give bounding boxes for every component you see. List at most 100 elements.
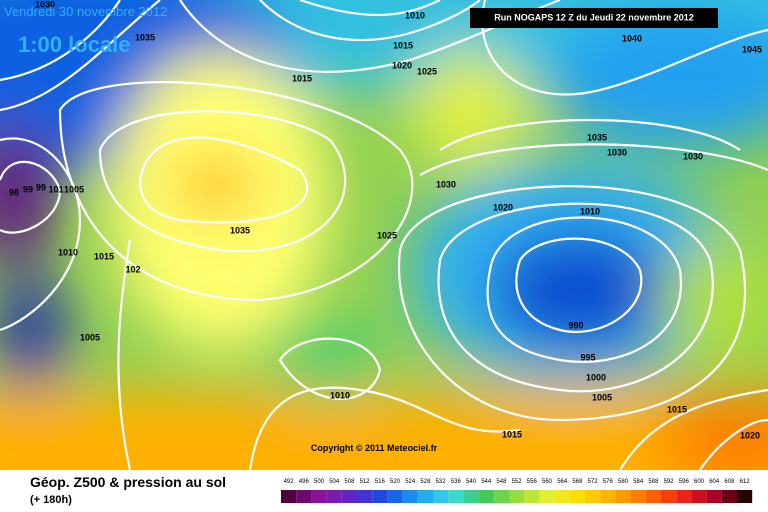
scale-label: 588: [648, 479, 659, 485]
scale-label: 560: [542, 479, 553, 485]
scale-label: 564: [557, 479, 568, 485]
isobar-label: 98: [9, 187, 19, 197]
scale-swatch: [478, 490, 494, 503]
scale-label: 608: [724, 479, 735, 485]
scale-label: 612: [740, 479, 751, 485]
scale-swatch: [417, 490, 433, 503]
isobar-label: 1015: [667, 404, 687, 414]
isobar-label: 1040: [622, 33, 642, 43]
isobar-label: 1030: [35, 0, 55, 9]
scale-swatch: [691, 490, 707, 503]
scale-label: 496: [299, 479, 310, 485]
scale-swatch: [661, 490, 677, 503]
scale-label: 540: [466, 479, 477, 485]
scale-swatch: [676, 490, 692, 503]
scale-label: 580: [618, 479, 629, 485]
scale-swatch: [585, 490, 601, 503]
scale-label: 600: [694, 479, 705, 485]
isobar-label: 1035: [135, 32, 155, 42]
run-label: Run NOGAPS 12 Z du Jeudi 22 novembre 201…: [494, 12, 694, 22]
isobar-label: 1005: [80, 332, 100, 342]
date-label: Vendredi 30 novembre 2012: [4, 4, 167, 19]
scale-swatch: [600, 490, 616, 503]
scale-label: 508: [344, 479, 355, 485]
scale-swatch: [311, 490, 327, 503]
scale-label: 524: [405, 479, 416, 485]
scale-swatch: [372, 490, 388, 503]
isobar-label: 1010: [580, 206, 600, 216]
isobar-label: 1020: [493, 202, 513, 212]
scale-swatch: [433, 490, 449, 503]
scale-swatch: [524, 490, 540, 503]
isobar-label: 102: [125, 264, 140, 274]
scale-label: 604: [709, 479, 720, 485]
isobar-label: 1020: [392, 60, 412, 70]
isobar-label: 1030: [683, 151, 703, 161]
legend-title: Géop. Z500 & pression au sol: [30, 474, 226, 490]
isobar-label: 1015: [393, 40, 413, 50]
isobar-label: 995: [580, 352, 595, 362]
copyright: Copyright © 2011 Meteociel.fr: [311, 443, 438, 453]
isobar-label: 1005: [64, 184, 84, 194]
scale-swatch: [326, 490, 342, 503]
scale-swatch: [493, 490, 509, 503]
scale-label: 556: [527, 479, 538, 485]
scale-label: 536: [451, 479, 462, 485]
isobar-label: 99: [23, 184, 33, 194]
scale-label: 504: [329, 479, 340, 485]
scale-label: 568: [572, 479, 583, 485]
scale-label: 512: [360, 479, 371, 485]
isobar-label: 1045: [742, 44, 762, 54]
isobar-label: 1010: [330, 390, 350, 400]
scale-label: 492: [284, 479, 295, 485]
scale-swatch: [539, 490, 555, 503]
scale-label: 572: [588, 479, 599, 485]
scale-label: 592: [664, 479, 675, 485]
scale-label: 548: [496, 479, 507, 485]
scale-label: 552: [512, 479, 523, 485]
isobar-label: 1015: [292, 73, 312, 83]
scale-label: 520: [390, 479, 401, 485]
scale-swatch: [706, 490, 722, 503]
scale-swatch: [554, 490, 570, 503]
scale-label: 596: [679, 479, 690, 485]
isobar-label: 1035: [587, 132, 607, 142]
scale-label: 544: [481, 479, 492, 485]
scale-swatch: [463, 490, 479, 503]
isobar-label: 1030: [607, 147, 627, 157]
isobar-label: 1025: [417, 66, 437, 76]
scale-label: 500: [314, 479, 325, 485]
scale-swatch: [737, 490, 753, 503]
scale-label: 528: [420, 479, 431, 485]
scale-swatch: [615, 490, 631, 503]
scale-label: 516: [375, 479, 386, 485]
legend-lead: (+ 180h): [30, 494, 72, 506]
isobar-label: 1015: [94, 251, 114, 261]
scale-swatch: [448, 490, 464, 503]
scale-label: 576: [603, 479, 614, 485]
scale-swatch: [296, 490, 312, 503]
isobar-label: 1010: [405, 10, 425, 20]
scale-swatch: [645, 490, 661, 503]
scale-swatch: [569, 490, 585, 503]
scale-swatch: [387, 490, 403, 503]
isobar-label: 99: [36, 182, 46, 192]
scale-swatch: [281, 490, 297, 503]
scale-swatch: [341, 490, 357, 503]
isobar-label: 1000: [586, 372, 606, 382]
isobar-label: 101: [48, 184, 63, 194]
time-label: 1:00 locale: [18, 32, 131, 57]
isobar-label: 990: [568, 320, 583, 330]
isobar-label: 1025: [377, 230, 397, 240]
isobar-label: 1020: [740, 430, 760, 440]
run-box: [470, 8, 718, 28]
scale-swatch: [721, 490, 737, 503]
isobar-label: 1030: [436, 179, 456, 189]
scale-swatch: [357, 490, 373, 503]
scale-label: 584: [633, 479, 644, 485]
isobar-label: 1015: [502, 429, 522, 439]
isobar-label: 1010: [58, 247, 78, 257]
scale-swatch: [509, 490, 525, 503]
